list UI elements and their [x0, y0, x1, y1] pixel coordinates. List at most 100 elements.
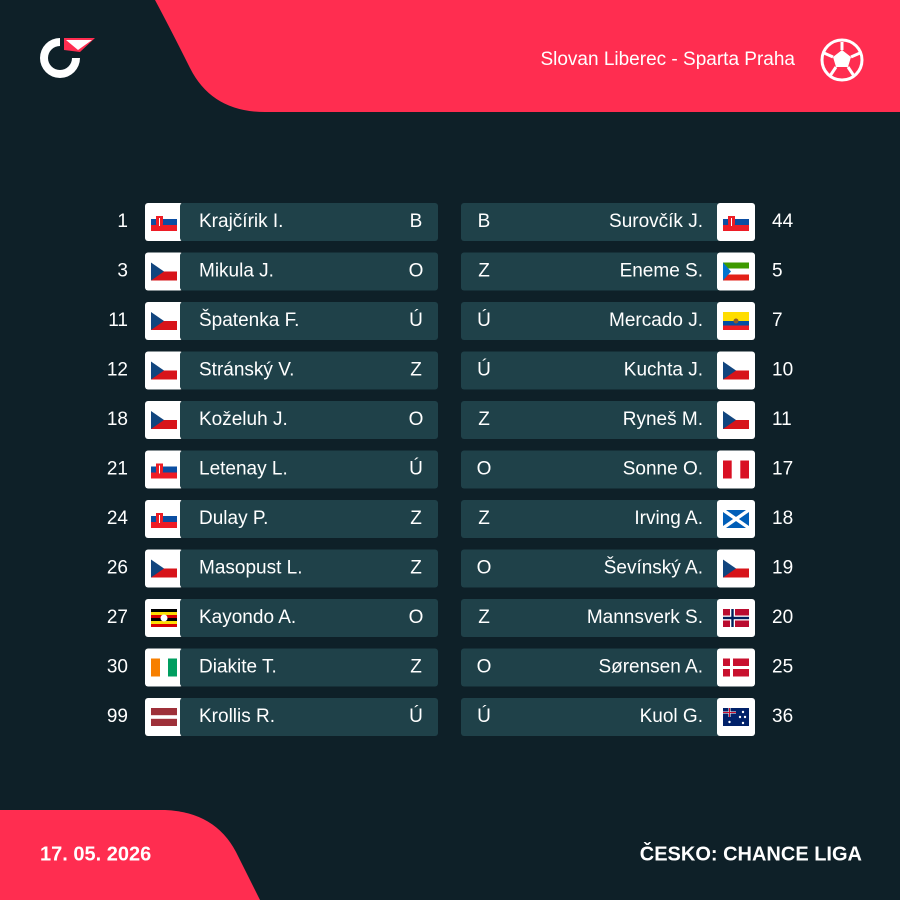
flag-part: [151, 361, 164, 380]
player-row: [180, 351, 438, 390]
match-date: 17. 05. 2026: [40, 843, 151, 865]
shirt-number: 27: [107, 607, 128, 628]
flag-part: [151, 312, 164, 330]
flag: [723, 262, 749, 281]
flag-part: [151, 321, 177, 330]
shirt-number: 26: [107, 558, 128, 579]
player-name: Stránský V.: [199, 360, 294, 381]
flag: [723, 658, 749, 677]
player-row: [180, 698, 438, 736]
shirt-number: 18: [772, 508, 793, 529]
player-row: [461, 302, 720, 340]
flag: [723, 708, 749, 726]
player-row: [180, 500, 438, 538]
player-position: Ú: [477, 705, 491, 727]
flag-part: [151, 522, 177, 528]
flag-part: [151, 219, 177, 225]
player-name: Surovčík J.: [609, 211, 703, 232]
flag-part: [723, 262, 749, 269]
logo: [40, 38, 95, 78]
flag-part: [723, 510, 749, 528]
shirt-number: 19: [772, 558, 793, 579]
player-row: [461, 698, 720, 736]
flag-part: [723, 219, 749, 225]
shirt-number: 11: [108, 310, 128, 331]
flag-part: [741, 721, 745, 725]
flag-part: [168, 658, 177, 677]
player-position: Ú: [409, 458, 423, 480]
flag-part: [151, 609, 177, 612]
flag-part: [723, 559, 749, 569]
flag: [151, 361, 177, 380]
player-position: Ú: [477, 359, 491, 381]
shirt-number: 18: [107, 409, 128, 430]
flag: [151, 411, 177, 429]
flag: [151, 510, 177, 528]
player-row: [461, 500, 720, 538]
player-name: Kayondo A.: [199, 607, 296, 628]
flag-part: [723, 312, 749, 321]
flag-part: [731, 460, 741, 479]
flag-part: [733, 318, 739, 324]
shirt-number: 3: [117, 261, 128, 282]
flag-part: [151, 624, 177, 627]
flag-part: [723, 225, 749, 231]
shirt-number: 7: [772, 310, 783, 331]
flag-part: [723, 268, 749, 275]
flag-part: [160, 614, 168, 622]
flag-part: [151, 262, 177, 272]
flag-part: [731, 218, 732, 226]
flag: [723, 411, 749, 429]
shirt-number: 99: [107, 706, 128, 727]
player-row: [180, 401, 438, 439]
player-name: Krollis R.: [199, 706, 275, 727]
player-name: Krajčírik I.: [199, 211, 283, 232]
player-name: Sonne O.: [623, 459, 703, 480]
shirt-number: 12: [107, 360, 128, 381]
flag-part: [723, 274, 749, 281]
flag-part: [151, 559, 177, 569]
player-name: Sørensen A.: [598, 657, 703, 678]
player-position: Z: [478, 409, 490, 430]
flag-part: [723, 361, 736, 380]
flag-part: [151, 411, 177, 420]
flag-part: [151, 559, 164, 578]
flag: [151, 609, 177, 627]
player-position: O: [409, 409, 424, 430]
player-position: Z: [478, 508, 490, 529]
flag: [151, 460, 177, 479]
player-position: O: [477, 558, 492, 579]
flag-part: [151, 420, 177, 429]
flag-part: [160, 658, 168, 677]
flag-part: [151, 262, 164, 281]
player-row: [180, 549, 438, 588]
shirt-number: 1: [117, 211, 128, 232]
flag: [723, 213, 749, 231]
player-name: Mannsverk S.: [587, 607, 703, 628]
player-position: Z: [478, 261, 490, 282]
match-title: Slovan Liberec - Sparta Praha: [540, 49, 795, 70]
shirt-number: 20: [772, 607, 793, 628]
shirt-number: 10: [772, 360, 793, 381]
player-name: Ševínský A.: [604, 557, 703, 579]
player-row: [461, 401, 720, 439]
player-row: [180, 450, 438, 489]
player-name: Špatenka F.: [199, 309, 299, 331]
player-position: Z: [410, 558, 422, 579]
flag-part: [151, 271, 177, 281]
flag-part: [159, 515, 160, 523]
flag-part: [151, 510, 177, 516]
header-band: [155, 0, 900, 112]
player-row: [461, 549, 720, 588]
player-position: O: [409, 261, 424, 282]
flag-part: [723, 616, 749, 620]
player-name: Kuchta J.: [624, 360, 703, 381]
player-position: O: [477, 459, 492, 480]
shirt-number: 21: [107, 459, 128, 480]
flag-part: [723, 370, 749, 380]
shirt-number: 36: [772, 706, 793, 727]
player-row: [180, 599, 438, 637]
